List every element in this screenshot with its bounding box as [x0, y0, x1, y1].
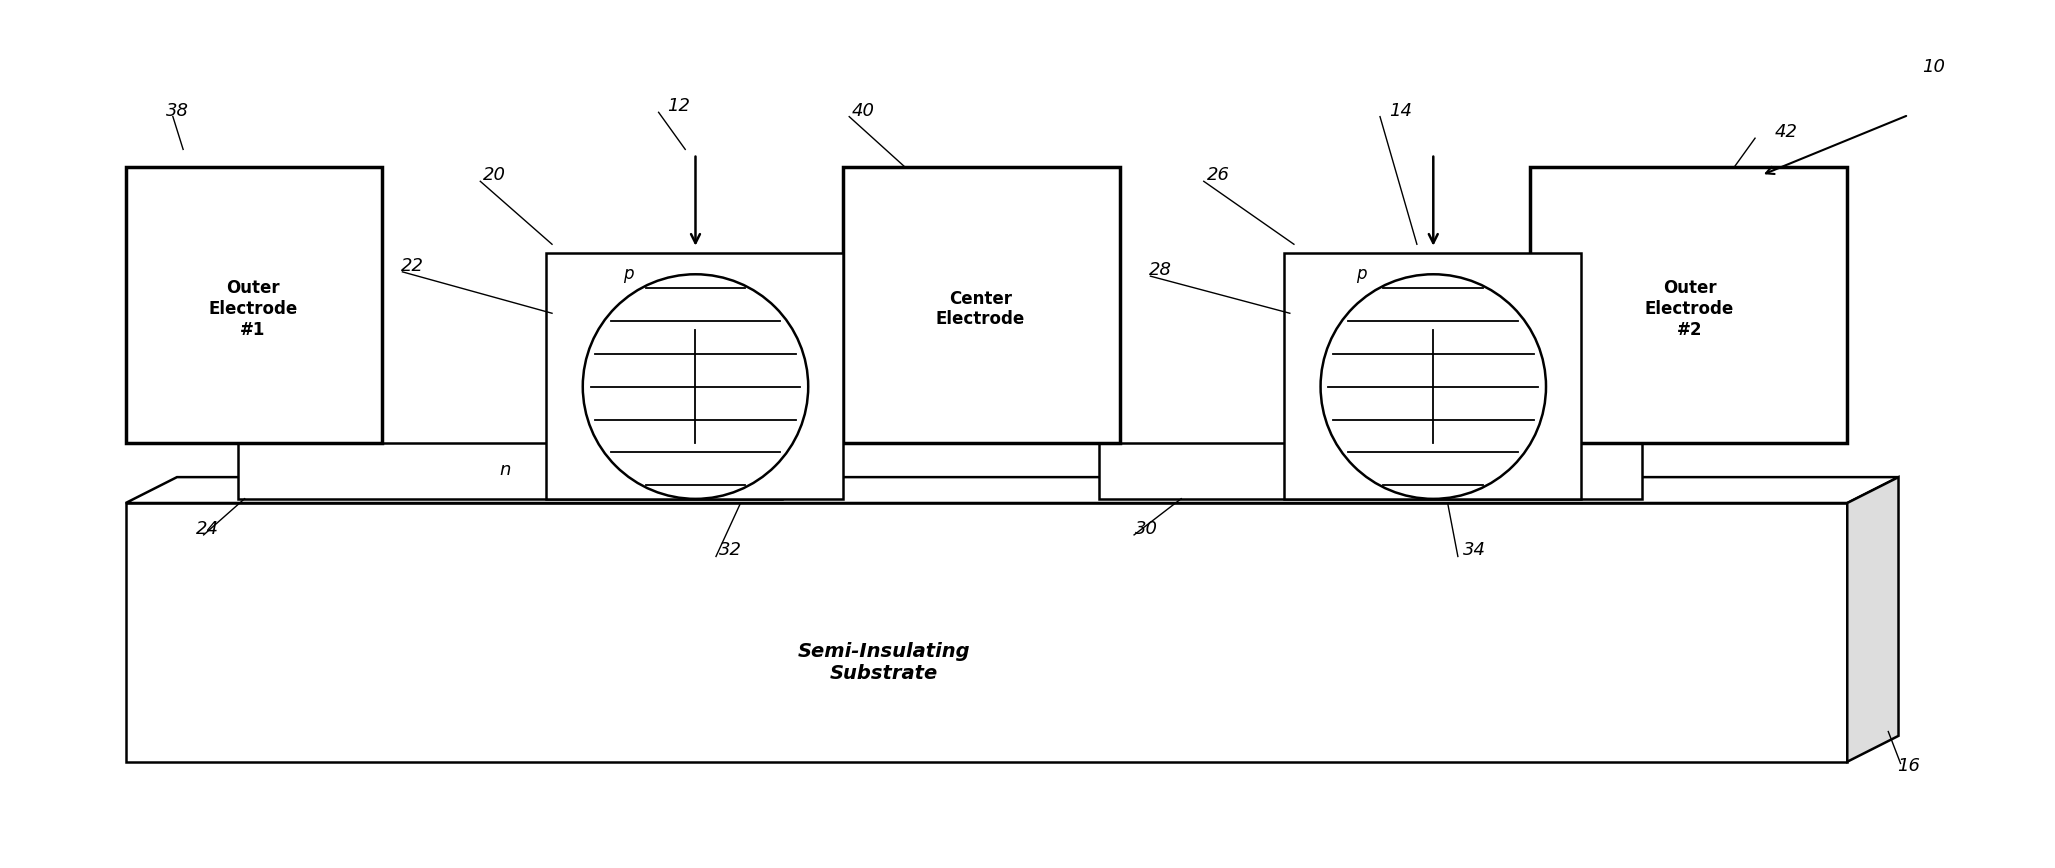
Text: 30: 30: [1134, 520, 1157, 538]
Text: Semi-Insulating
Substrate: Semi-Insulating Substrate: [797, 642, 970, 683]
Text: Outer
Electrode
#2: Outer Electrode #2: [1644, 279, 1734, 339]
Text: n: n: [1360, 461, 1371, 479]
Text: n: n: [499, 461, 510, 479]
Text: 38: 38: [166, 102, 189, 120]
Ellipse shape: [584, 274, 808, 499]
Bar: [125, 503, 1847, 762]
Text: 26: 26: [1206, 167, 1229, 184]
Polygon shape: [125, 477, 1899, 503]
Text: 20: 20: [483, 167, 506, 184]
Text: Center
Electrode: Center Electrode: [935, 290, 1025, 328]
Text: 34: 34: [1463, 542, 1486, 560]
Bar: [1099, 443, 1642, 499]
Bar: [843, 167, 1120, 443]
Text: 32: 32: [719, 542, 742, 560]
Text: 40: 40: [853, 102, 875, 120]
Text: 28: 28: [1149, 261, 1171, 279]
Text: 24: 24: [195, 520, 220, 538]
Text: 16: 16: [1897, 757, 1919, 775]
Text: 42: 42: [1773, 123, 1798, 141]
Text: 12: 12: [668, 97, 690, 115]
Text: 14: 14: [1389, 102, 1412, 120]
Bar: [1284, 253, 1580, 499]
Bar: [547, 253, 843, 499]
Ellipse shape: [1321, 274, 1545, 499]
Polygon shape: [1847, 477, 1899, 762]
Bar: [238, 443, 781, 499]
Text: Outer
Electrode
#1: Outer Electrode #1: [208, 279, 298, 339]
Text: p: p: [623, 266, 633, 284]
Text: 10: 10: [1921, 58, 1944, 76]
Bar: [125, 167, 382, 443]
Bar: [1529, 167, 1847, 443]
Text: 22: 22: [401, 257, 423, 275]
Text: p: p: [1356, 266, 1367, 284]
